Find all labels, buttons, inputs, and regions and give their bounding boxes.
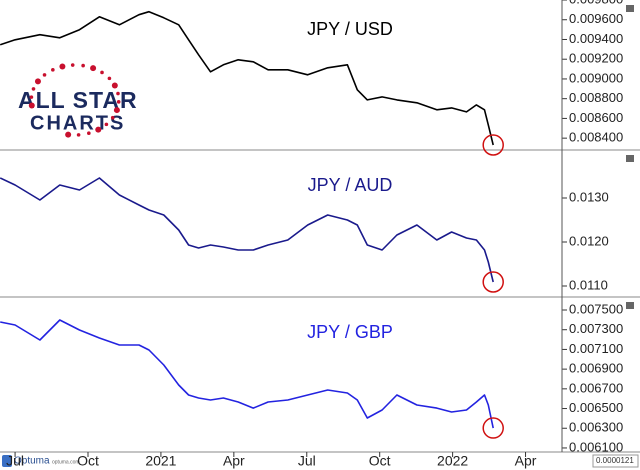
logo-star xyxy=(113,107,120,114)
brand-site: optuma.com xyxy=(52,459,80,465)
y-tick-label: 0.008400 xyxy=(569,130,623,145)
highlight-circle xyxy=(482,417,504,439)
logo-star xyxy=(111,82,118,89)
brand: Optuma xyxy=(14,456,50,467)
logo-star xyxy=(65,131,72,138)
logo-star xyxy=(90,65,97,72)
logo-star xyxy=(95,126,102,133)
logo-star xyxy=(28,102,35,109)
highlight-circle xyxy=(482,271,504,293)
y-tick-label: 0.009400 xyxy=(569,31,623,46)
y-tick-label: 0.006100 xyxy=(569,439,623,454)
x-tick-label: Apr xyxy=(515,453,537,469)
value-box xyxy=(592,454,639,468)
panel-title: JPY / AUD xyxy=(308,175,393,195)
line xyxy=(0,177,494,283)
panel: 0.009800 0.009600 0.009400 0.009200 0.009000… xyxy=(0,0,623,150)
y-tick-label: 0.0110 xyxy=(569,277,608,292)
panel: 0.007500 0.007300 0.007100 0.006900 0.006700… xyxy=(0,301,623,454)
lock-icon xyxy=(626,302,634,309)
x-tick-label: 2021 xyxy=(145,453,176,469)
x-tick-label: Apr xyxy=(223,453,245,469)
footer-value: 0.0000121 xyxy=(596,456,634,465)
logo-star xyxy=(42,73,47,77)
y-tick-label: 0.009600 xyxy=(569,11,623,26)
y-tick-label: 0.006300 xyxy=(569,420,623,435)
y-tick-label: 0.007500 xyxy=(569,301,623,316)
logo: ALL STAR CHARTS xyxy=(18,63,137,138)
y-tick-label: 0.0120 xyxy=(569,233,609,248)
logo-star xyxy=(100,70,104,75)
logo-star xyxy=(29,95,34,99)
panel-title: JPY / GBP xyxy=(307,322,393,342)
y-tick-label: 0.006500 xyxy=(569,400,623,415)
y-tick-label: 0.007100 xyxy=(569,341,623,356)
logo-star xyxy=(110,115,115,120)
logo-star xyxy=(116,91,120,96)
logo-star xyxy=(34,78,41,85)
logo-star xyxy=(76,133,81,137)
lock-icon xyxy=(626,5,634,12)
x-tick-label: Oct xyxy=(369,453,391,469)
x-tick-label: Oct xyxy=(77,453,99,469)
y-tick-label: 0.0130 xyxy=(569,189,609,204)
y-tick-label: 0.008800 xyxy=(569,90,623,105)
logo-star xyxy=(59,63,66,70)
logo-star xyxy=(104,122,109,127)
logo-star xyxy=(51,68,55,72)
y-tick-label: 0.009800 xyxy=(569,0,623,6)
x-tick-label: Jul xyxy=(298,453,316,469)
y-tick-label: 0.006900 xyxy=(569,361,623,376)
line xyxy=(0,10,494,146)
x-tick-label: Jul xyxy=(6,453,24,469)
line xyxy=(0,319,494,429)
x-tick-label: 2022 xyxy=(437,453,468,469)
lock-icon xyxy=(626,155,634,162)
y-tick-label: 0.009200 xyxy=(569,51,623,66)
logo-star xyxy=(81,63,85,68)
logo-star xyxy=(87,131,91,136)
panel: 0.0130 0.0120 0.0110 xyxy=(0,177,609,292)
panel-title: JPY / USD xyxy=(307,19,393,39)
brand-icon xyxy=(2,455,12,467)
y-tick-label: 0.007300 xyxy=(569,321,623,336)
logo-star xyxy=(70,63,75,67)
y-tick-label: 0.008600 xyxy=(569,110,623,125)
logo-line2: CHARTS xyxy=(30,112,125,134)
logo-star xyxy=(31,87,36,91)
highlight-circle xyxy=(482,134,504,156)
y-tick-label: 0.006700 xyxy=(569,380,623,395)
logo-star xyxy=(107,76,112,81)
logo-star xyxy=(116,100,121,104)
y-tick-label: 0.009000 xyxy=(569,70,623,85)
